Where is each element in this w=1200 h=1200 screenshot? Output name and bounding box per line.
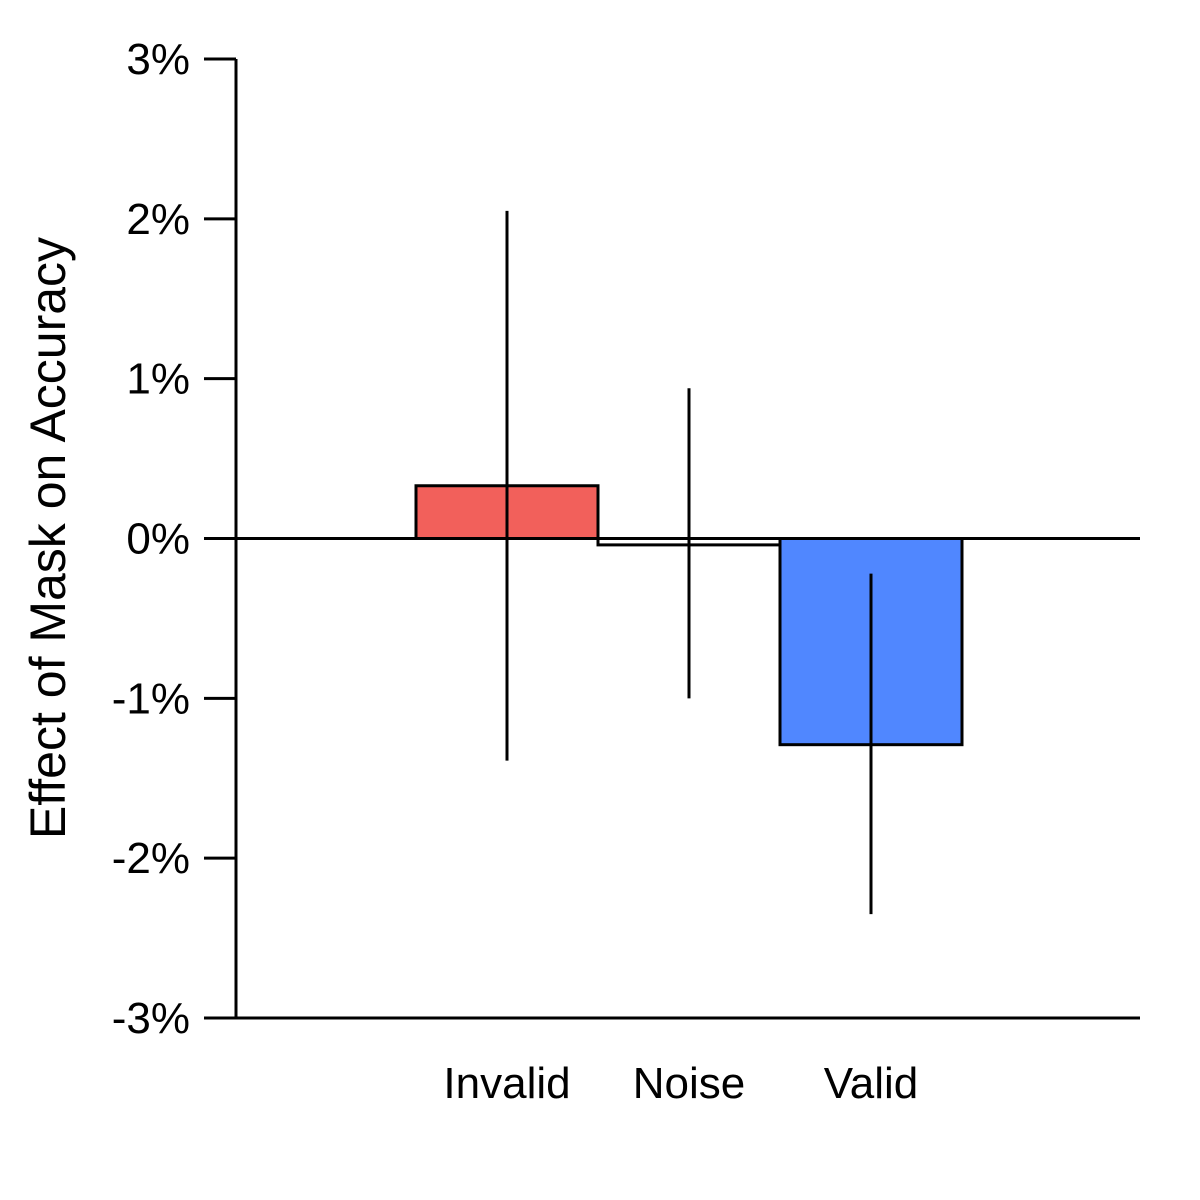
- y-tick-label-3: 0%: [126, 515, 190, 564]
- x-category-label-noise: Noise: [633, 1059, 746, 1108]
- y-tick-label-5: -2%: [112, 834, 190, 883]
- y-axis-title: Effect of Mask on Accuracy: [20, 237, 76, 839]
- y-tick-label-1: 2%: [126, 195, 190, 244]
- y-tick-label-0: 3%: [126, 35, 190, 84]
- y-tick-label-4: -1%: [112, 674, 190, 723]
- x-category-label-invalid: Invalid: [443, 1059, 570, 1108]
- y-tick-label-2: 1%: [126, 355, 190, 404]
- y-tick-label-6: -3%: [112, 994, 190, 1043]
- x-category-label-valid: Valid: [824, 1059, 919, 1108]
